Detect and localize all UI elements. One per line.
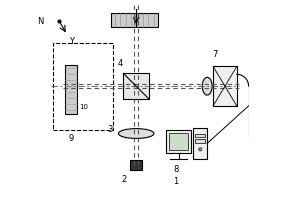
Bar: [194, 128, 207, 159]
Bar: [53, 43, 112, 130]
Bar: [195, 139, 205, 143]
Bar: [166, 130, 191, 153]
Bar: [65, 64, 77, 114]
Bar: [130, 160, 142, 170]
Text: 1: 1: [173, 177, 178, 186]
Ellipse shape: [118, 129, 154, 138]
FancyBboxPatch shape: [111, 13, 158, 27]
Text: 4: 4: [118, 59, 123, 68]
Text: Y: Y: [69, 37, 74, 46]
Ellipse shape: [202, 77, 212, 95]
Bar: [169, 133, 188, 150]
Circle shape: [199, 148, 202, 151]
Bar: [213, 66, 237, 106]
Text: 10: 10: [79, 104, 88, 110]
Text: N: N: [37, 17, 44, 26]
Text: 8: 8: [173, 165, 178, 174]
Bar: [195, 134, 205, 137]
Text: 7: 7: [212, 50, 218, 59]
Text: 9: 9: [68, 134, 74, 143]
Text: 2: 2: [121, 175, 126, 184]
Bar: [123, 73, 149, 99]
Text: 3: 3: [107, 125, 112, 134]
